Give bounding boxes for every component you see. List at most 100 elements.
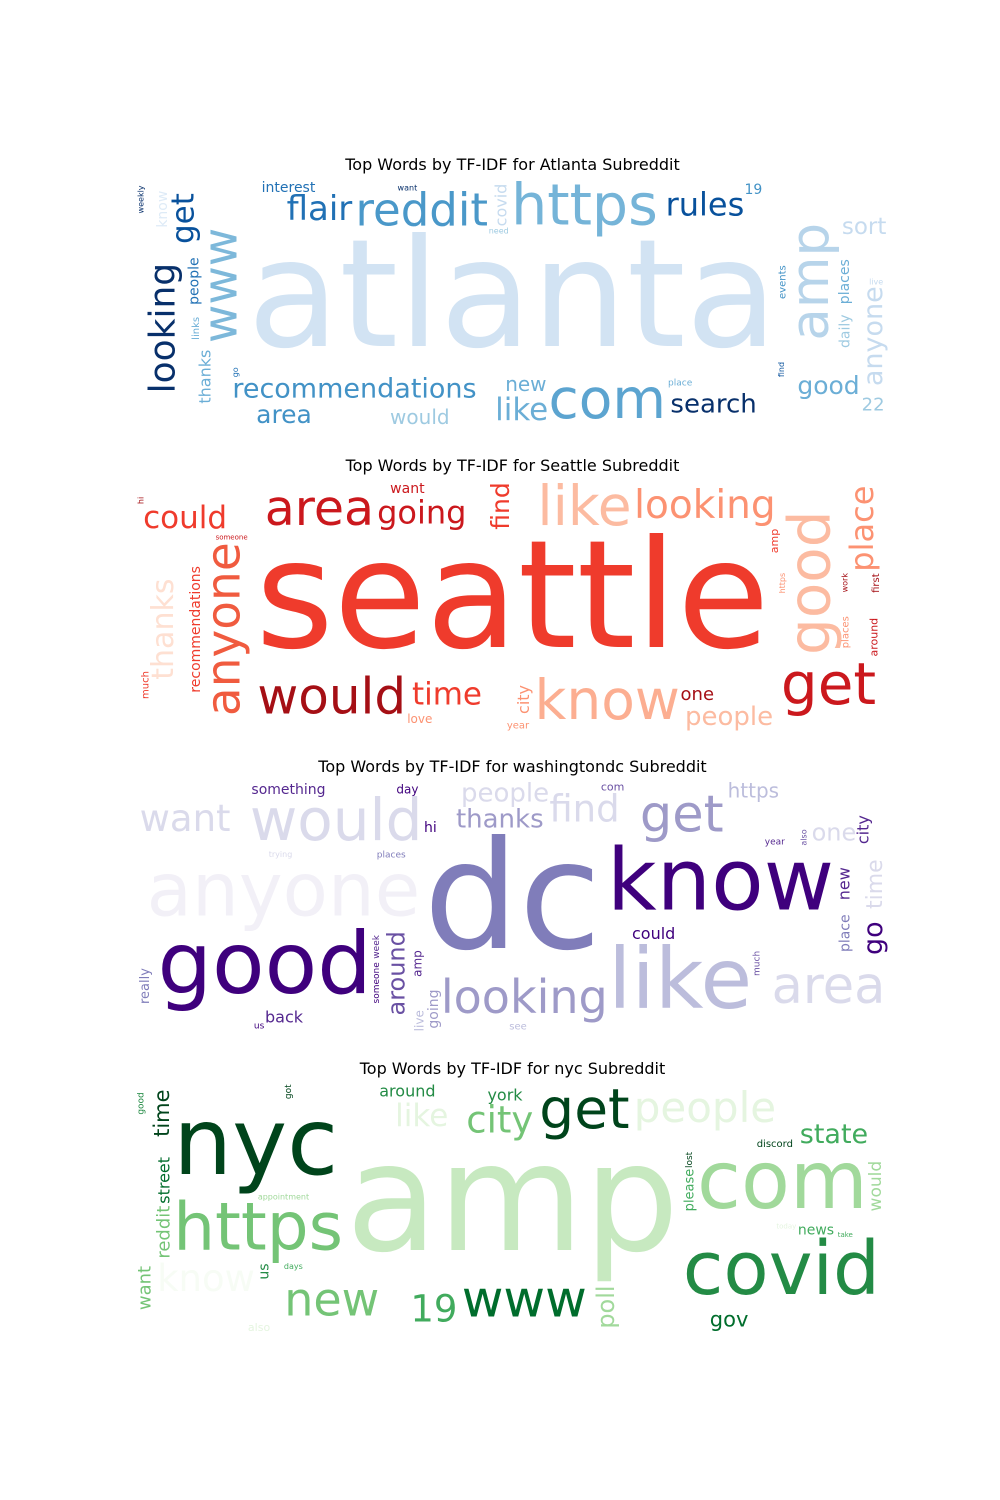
word-reddit: reddit (154, 1206, 175, 1259)
word-someone: someone (372, 962, 382, 1004)
word-know: know (157, 1257, 255, 1300)
word-find: find (777, 362, 786, 377)
word-today: today (776, 1223, 796, 1231)
word-know: know (155, 191, 171, 228)
word-really: really (138, 968, 153, 1004)
washingtondc-title: Top Words by TF-IDF for washingtondc Sub… (318, 757, 707, 776)
word-weekly: weekly (137, 185, 146, 213)
word-people: people (461, 782, 549, 809)
word-live: live (869, 278, 883, 287)
word-also: also (800, 829, 809, 845)
word-anyone: anyone (147, 847, 421, 933)
word-hi: hi (424, 820, 437, 836)
word-time: time (150, 1089, 174, 1136)
word-good: good (776, 510, 844, 655)
word-city: city (514, 685, 533, 714)
seattle-wordcloud: seattle anyone like know would area looking goo… (137, 481, 888, 731)
word-state: state (800, 1119, 868, 1150)
word-anyone: anyone (858, 286, 888, 386)
word-recommendations: recommendations (232, 374, 476, 405)
word-place: place (843, 486, 881, 572)
word-19: 19 (410, 1288, 457, 1331)
word-us: us (254, 1022, 265, 1032)
word-new: new (284, 1273, 379, 1327)
word-like: like (537, 481, 631, 538)
word-much: much (752, 951, 762, 976)
word-nyc: nyc (173, 1088, 338, 1196)
word-amp: amp (411, 950, 425, 977)
word-anyone: anyone (197, 542, 252, 716)
word-area: area (256, 400, 312, 429)
word-one: one (812, 818, 857, 846)
atlanta-wordcloud: atlanta amp www https com reddit looking recomm… (137, 180, 888, 430)
word-around: around (383, 931, 411, 1015)
word-dc: dc (424, 810, 602, 984)
word-discord: discord (757, 1139, 793, 1150)
word-atlanta: atlanta (247, 208, 777, 382)
word-us: us (257, 1264, 273, 1280)
word-com: com (697, 1134, 868, 1227)
word-events: events (777, 265, 788, 299)
word-could: could (632, 924, 675, 943)
word-want: want (390, 481, 425, 497)
word-amp: amp (768, 529, 781, 553)
word-looking: looking (143, 263, 184, 394)
word-place: place (837, 914, 853, 952)
word-appointment: appointment (258, 1192, 309, 1201)
word-want: want (398, 183, 418, 192)
word-www: www (193, 228, 248, 343)
word-flair: flair (287, 189, 353, 229)
word-live: live (412, 1010, 426, 1031)
word-new: new (834, 867, 853, 900)
word-year: year (765, 838, 785, 848)
word-city: city (854, 815, 873, 844)
nyc-title: Top Words by TF-IDF for nyc Subreddit (359, 1059, 666, 1078)
word-get: get (166, 193, 202, 244)
word-first: first (871, 573, 882, 593)
word-like: like (395, 1098, 448, 1134)
word-covid: covid (683, 1226, 880, 1312)
word-places: places (840, 616, 851, 648)
word-one: one (681, 684, 715, 705)
word-interest: interest (262, 180, 316, 196)
word-search: search (670, 390, 756, 420)
word-also: also (248, 1321, 271, 1334)
word-time: time (412, 677, 482, 713)
word-know: know (607, 831, 834, 931)
word-would: would (866, 1161, 886, 1212)
word-thanks: thanks (195, 350, 214, 404)
word-https: https (511, 180, 658, 238)
word-good: good (797, 371, 859, 400)
word-good: good (157, 914, 371, 1014)
word-people: people (186, 257, 202, 304)
word-area: area (772, 957, 886, 1016)
word-recommendations: recommendations (188, 566, 204, 693)
word-sort: sort (842, 214, 887, 240)
word-week: week (372, 934, 382, 958)
word-around: around (867, 618, 880, 657)
word-place: place (668, 378, 693, 388)
word-find: find (549, 787, 619, 830)
word-places: places (377, 851, 406, 861)
word-get: get (640, 785, 724, 844)
word-people: people (634, 1084, 776, 1132)
atlanta-wordcloud-svg: atlanta amp www https com reddit looking recomm… (137, 180, 888, 430)
word-looking: looking (634, 483, 775, 528)
word-news: news (798, 1223, 834, 1239)
word-could: could (143, 500, 227, 536)
word-take: take (838, 1231, 853, 1239)
word-york: york (487, 1086, 523, 1105)
word-https: https (173, 1189, 343, 1266)
word-like: like (495, 392, 548, 428)
word-street: street (155, 1157, 174, 1204)
word-love: love (407, 712, 432, 726)
word-places: places (837, 259, 853, 304)
word-gov: gov (710, 1307, 749, 1331)
word-going: going (377, 493, 466, 531)
word-back: back (265, 1007, 304, 1026)
word-daily: daily (837, 314, 853, 348)
word-got: got (284, 1084, 294, 1099)
atlanta-title: Top Words by TF-IDF for Atlanta Subreddi… (345, 155, 680, 174)
